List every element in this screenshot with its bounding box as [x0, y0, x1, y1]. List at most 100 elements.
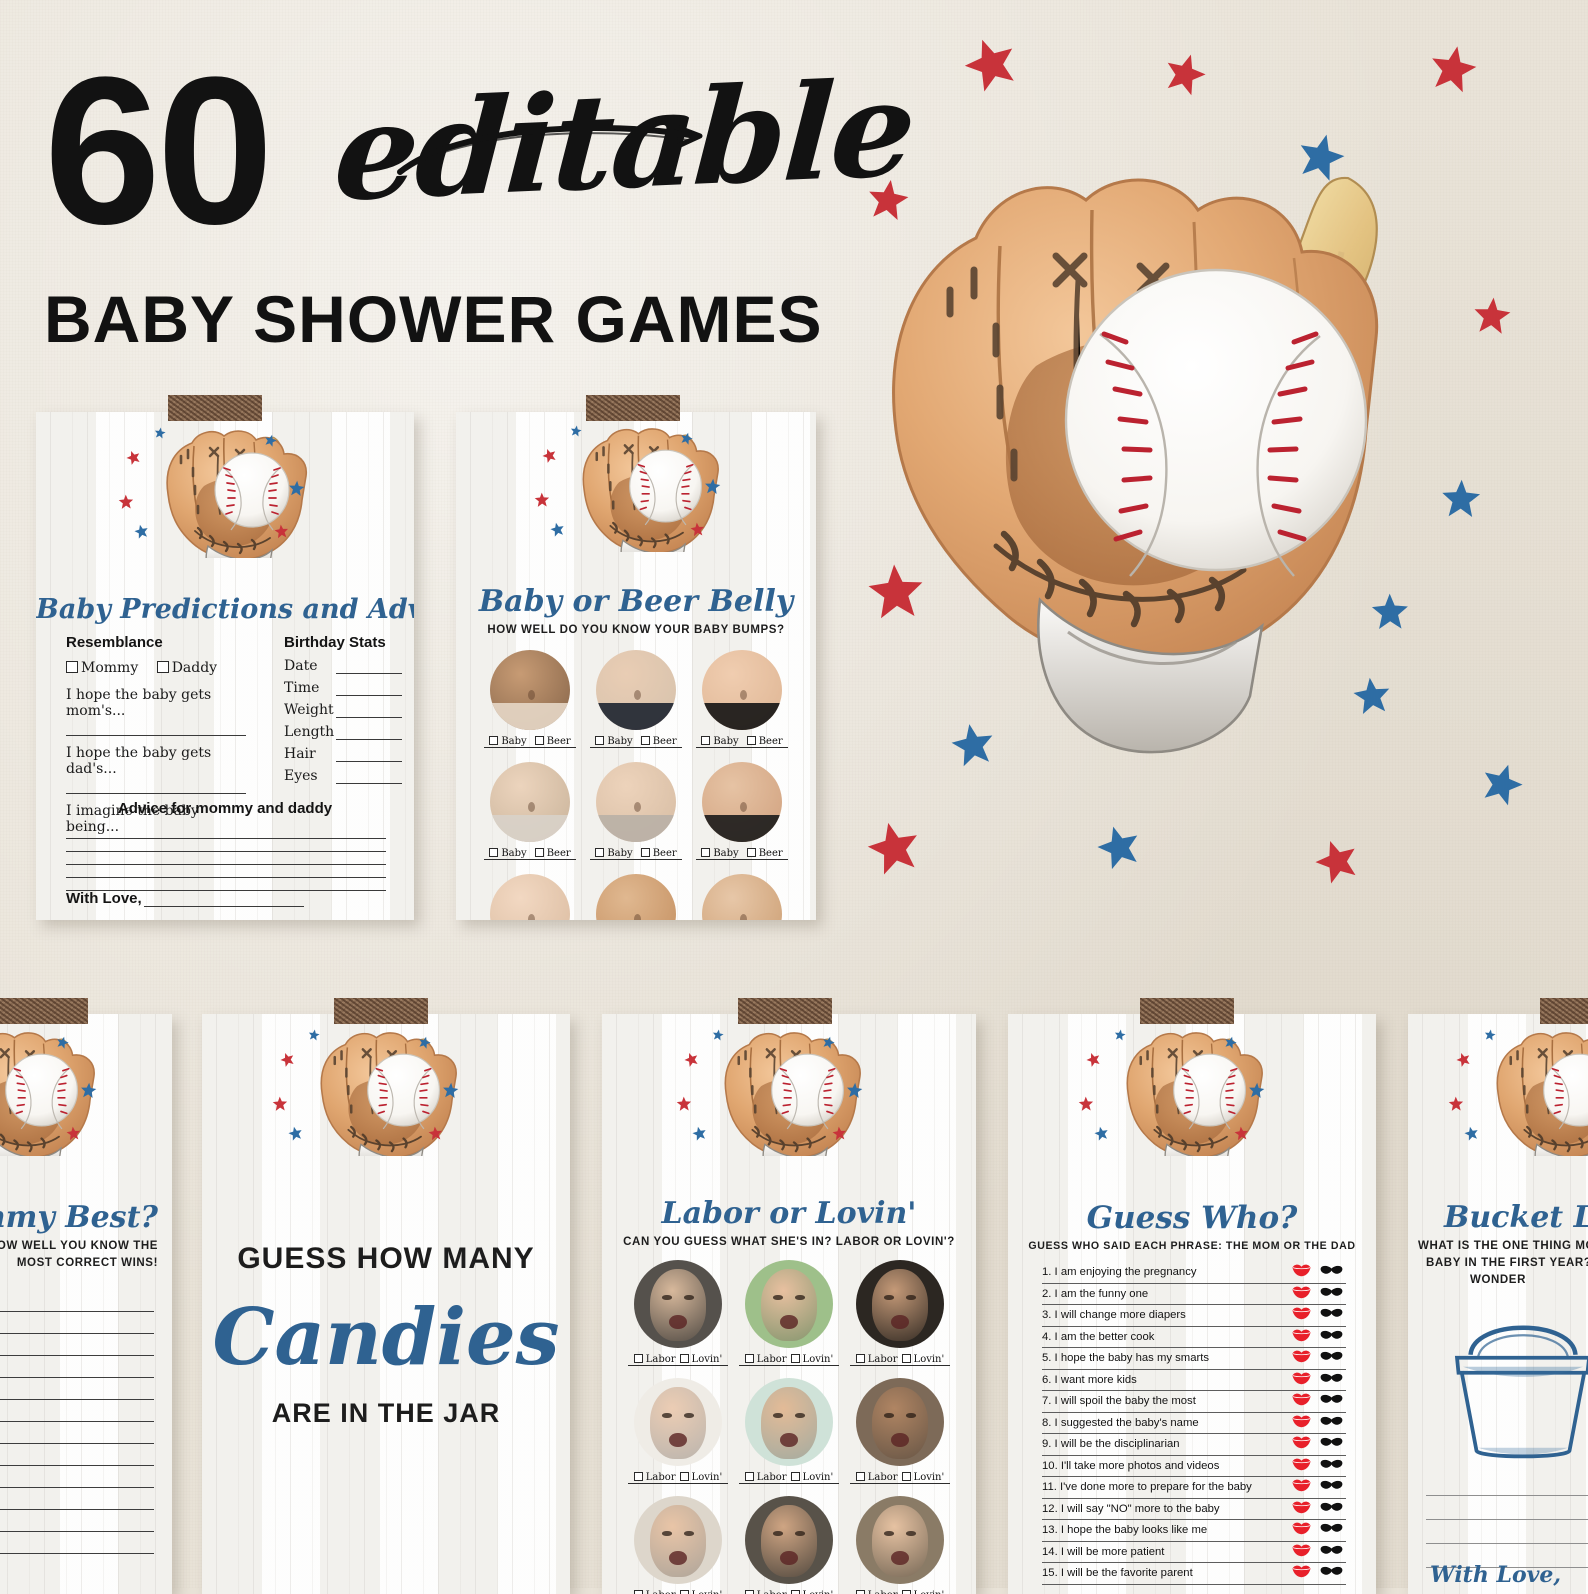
- card-labor-or-lovin[interactable]: Labor or Lovin' CAN YOU GUESS WHAT SHE'S…: [602, 1014, 976, 1594]
- mustache-icon[interactable]: [1316, 1373, 1346, 1387]
- guess-who-row[interactable]: 7. I will spoil the baby the most: [1042, 1391, 1346, 1413]
- lips-icon[interactable]: [1286, 1264, 1316, 1280]
- guess-who-row[interactable]: 9. I will be the disciplinarian: [1042, 1434, 1346, 1456]
- advice-line[interactable]: [66, 826, 386, 839]
- card-bucket-list[interactable]: Bucket List f WHAT IS THE ONE THING MOMM…: [1408, 1014, 1588, 1594]
- belly-answer-row[interactable]: Baby Beer: [590, 736, 682, 748]
- bucket-line[interactable]: [1426, 1496, 1588, 1520]
- stat-row[interactable]: Hair: [284, 746, 402, 762]
- mustache-icon[interactable]: [1316, 1330, 1346, 1344]
- advice-line[interactable]: [66, 878, 386, 891]
- stat-row[interactable]: Date: [284, 658, 402, 674]
- guess-who-row[interactable]: 3. I will change more diapers: [1042, 1305, 1346, 1327]
- stat-line[interactable]: [336, 770, 402, 784]
- stat-line[interactable]: [336, 682, 402, 696]
- belly-answer-row[interactable]: Baby Beer: [696, 848, 788, 860]
- signoff-line[interactable]: [143, 892, 304, 907]
- write-line[interactable]: [66, 777, 246, 794]
- mustache-icon[interactable]: [1316, 1545, 1346, 1559]
- advice-line[interactable]: [66, 865, 386, 878]
- question-line[interactable]: [0, 1356, 154, 1378]
- mustache-icon[interactable]: [1316, 1416, 1346, 1430]
- guess-who-row[interactable]: 4. I am the better cook: [1042, 1327, 1346, 1348]
- belly-answer-row[interactable]: Baby Beer: [590, 848, 682, 860]
- write-line[interactable]: [66, 719, 246, 736]
- guess-who-row[interactable]: 11. I've done more to prepare for the ba…: [1042, 1477, 1346, 1499]
- lips-icon[interactable]: [1286, 1372, 1316, 1388]
- bucket-write-lines[interactable]: [1426, 1472, 1588, 1568]
- advice-lines[interactable]: [66, 826, 386, 891]
- mustache-icon[interactable]: [1316, 1437, 1346, 1451]
- guess-who-row[interactable]: 1. I am enjoying the pregnancy: [1042, 1262, 1346, 1284]
- stat-line[interactable]: [336, 726, 402, 740]
- card-guess-candies[interactable]: GUESS HOW MANY Candies ARE IN THE JAR: [202, 1014, 570, 1594]
- lips-icon[interactable]: [1286, 1436, 1316, 1452]
- mustache-icon[interactable]: [1316, 1502, 1346, 1516]
- advice-line[interactable]: [66, 852, 386, 865]
- guess-who-row[interactable]: 8. I suggested the baby's name: [1042, 1413, 1346, 1434]
- stat-row[interactable]: Eyes: [284, 768, 402, 784]
- lips-icon[interactable]: [1286, 1458, 1316, 1474]
- stat-line[interactable]: [336, 704, 402, 718]
- guess-who-row[interactable]: 6. I want more kids: [1042, 1370, 1346, 1391]
- stat-row[interactable]: Time: [284, 680, 402, 696]
- lips-icon[interactable]: [1286, 1329, 1316, 1345]
- mustache-icon[interactable]: [1316, 1308, 1346, 1322]
- question-line[interactable]: to shop?: [0, 1488, 154, 1510]
- card-mommy-best[interactable]: ommy Best? ST HOW WELL YOU KNOW THE MOST…: [0, 1014, 172, 1594]
- checkbox-mommy[interactable]: Mommy: [66, 660, 138, 676]
- lips-icon[interactable]: [1286, 1501, 1316, 1517]
- guess-who-row[interactable]: 5. I hope the baby has my smarts: [1042, 1348, 1346, 1370]
- question-line[interactable]: [0, 1510, 154, 1532]
- belly-answer-row[interactable]: Baby Beer: [484, 736, 576, 748]
- mustache-icon[interactable]: [1316, 1265, 1346, 1279]
- mustache-icon[interactable]: [1316, 1287, 1346, 1301]
- card-baby-predictions[interactable]: Baby Predictions and Advice Resemblance …: [36, 412, 414, 920]
- question-line[interactable]: [0, 1334, 154, 1356]
- guess-who-row[interactable]: 12. I will say "NO" more to the baby: [1042, 1499, 1346, 1520]
- mustache-icon[interactable]: [1316, 1459, 1346, 1473]
- lips-icon[interactable]: [1286, 1479, 1316, 1495]
- guess-who-row[interactable]: 2. I am the funny one: [1042, 1284, 1346, 1305]
- question-line[interactable]: [0, 1312, 154, 1334]
- mustache-icon[interactable]: [1316, 1523, 1346, 1537]
- guess-who-row[interactable]: 13. I hope the baby looks like me: [1042, 1520, 1346, 1542]
- checkbox-daddy[interactable]: Daddy: [156, 660, 217, 676]
- lips-icon[interactable]: [1286, 1286, 1316, 1302]
- card-guess-who[interactable]: Guess Who? GUESS WHO SAID EACH PHRASE: T…: [1008, 1014, 1376, 1594]
- stat-line[interactable]: [336, 748, 402, 762]
- question-line[interactable]: [0, 1422, 154, 1444]
- lips-icon[interactable]: [1286, 1393, 1316, 1409]
- stat-row[interactable]: Length: [284, 724, 402, 740]
- mustache-icon[interactable]: [1316, 1394, 1346, 1408]
- mustache-icon[interactable]: [1316, 1566, 1346, 1580]
- bucket-line[interactable]: [1426, 1472, 1588, 1496]
- stat-line[interactable]: [336, 660, 402, 674]
- lips-icon[interactable]: [1286, 1544, 1316, 1560]
- lips-icon[interactable]: [1286, 1307, 1316, 1323]
- mommy-best-question-lines[interactable]: w?have? ant? to shop?: [0, 1290, 154, 1554]
- question-line[interactable]: [0, 1466, 154, 1488]
